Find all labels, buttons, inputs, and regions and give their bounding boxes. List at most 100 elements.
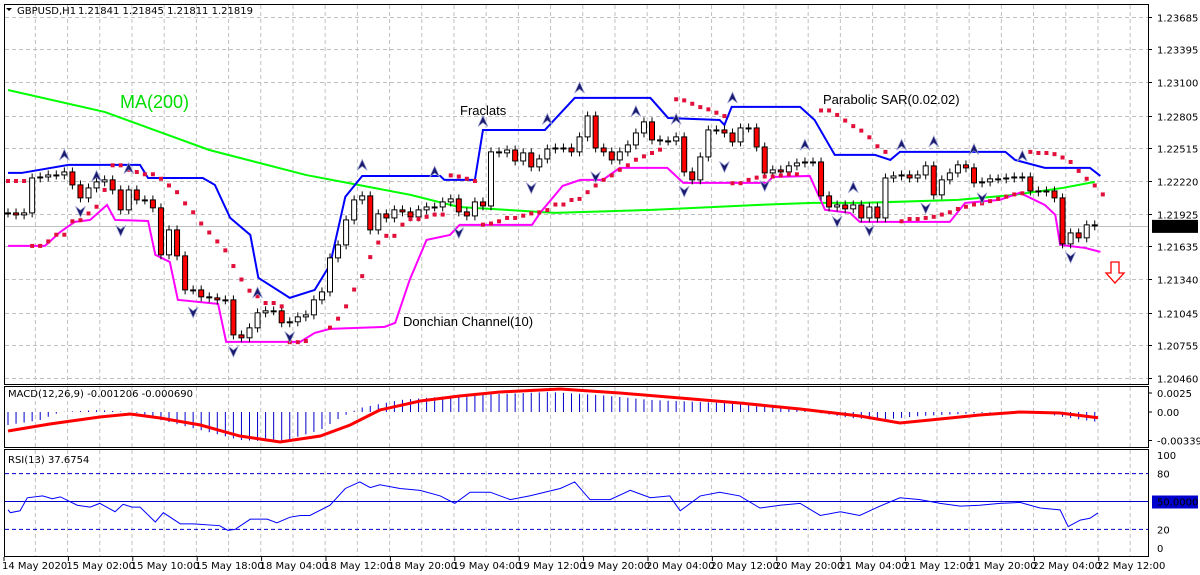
fractal-up-icon — [1016, 149, 1028, 162]
sar-dot — [134, 170, 139, 175]
bear-candle — [278, 310, 285, 324]
bear-candle — [214, 297, 221, 301]
bull-candle — [1019, 176, 1026, 179]
bull-candle — [270, 310, 277, 313]
sar-dot — [102, 187, 107, 192]
sar-dot — [336, 316, 341, 321]
bull-candle — [536, 158, 543, 168]
macd-label: MACD(12,26,9) -0.001206 -0.000690 — [8, 389, 193, 400]
sar-dot — [400, 222, 405, 227]
sar-dot — [271, 301, 276, 306]
sar-dot — [480, 222, 485, 227]
time-tick-label: 21 May 20:00 — [968, 561, 1037, 572]
sar-dot — [601, 177, 606, 182]
bear-candle — [455, 198, 462, 213]
bull-candle — [616, 151, 623, 161]
price-axis: 1.23685 1.23395 1.23100 1.22805 1.22515 1.222… — [1148, 14, 1200, 555]
sar-dot — [183, 201, 188, 206]
sar-dot — [464, 176, 469, 181]
sar-dot — [489, 221, 493, 226]
bear-candle — [496, 151, 503, 154]
ma-annotation: MA(200) — [120, 92, 189, 112]
bull-candle — [834, 204, 841, 208]
sar-dot — [561, 202, 566, 207]
fractal-down-icon — [831, 216, 843, 229]
rsi-level-tag — [1152, 495, 1198, 509]
fractal-up-icon — [928, 134, 940, 148]
bear-candle — [149, 199, 156, 209]
sar-dot — [722, 114, 727, 119]
sar-dot — [70, 219, 75, 224]
sar-dot — [690, 101, 695, 106]
rsi-label: RSI(13) 37.6754 — [8, 455, 89, 466]
bull-candle — [745, 127, 752, 130]
bull-candle — [890, 175, 897, 179]
bear-candle — [826, 195, 833, 208]
sar-dot — [931, 214, 936, 219]
bull-candle — [987, 178, 994, 183]
time-tick-label: 20 May 12:00 — [710, 561, 779, 572]
bear-candle — [874, 206, 881, 219]
macd-indicator — [7, 387, 1099, 444]
sar-dot — [947, 210, 952, 215]
chevron-down-icon[interactable] — [6, 8, 12, 11]
sar-dot — [529, 211, 534, 216]
sar-dot — [1084, 176, 1089, 181]
price-tick-label: 1.21045 — [1157, 310, 1198, 321]
ma200-path — [7, 89, 1095, 214]
bull-candle — [351, 199, 358, 221]
sar-dot — [215, 239, 220, 244]
time-tick-label: 20 May 20:00 — [775, 561, 844, 572]
bull-candle — [53, 174, 60, 177]
sar-dot — [6, 178, 10, 183]
bear-candle — [761, 146, 768, 174]
sar-dot — [907, 217, 912, 222]
sar-dot — [505, 215, 510, 220]
bear-candle — [479, 201, 486, 207]
sar-dot — [875, 144, 880, 149]
sar-dot — [996, 196, 1001, 201]
sar-dot — [263, 301, 268, 306]
bull-candle — [1003, 177, 1010, 180]
sar-dot — [440, 212, 445, 217]
donchian-lower-line — [8, 166, 1101, 343]
price-tick-label: 1.20460 — [1157, 375, 1198, 386]
sar-dot — [392, 233, 397, 238]
bull-candle — [375, 213, 382, 231]
bear-candle — [367, 195, 374, 231]
sar-dot — [963, 204, 968, 209]
sar-dot — [199, 221, 204, 226]
bull-candle — [810, 161, 816, 164]
sar-dot — [497, 219, 502, 224]
sar-dot — [972, 202, 976, 207]
bull-candle — [769, 169, 776, 174]
sar-dot — [472, 178, 477, 183]
grid — [5, 5, 1148, 556]
fractal-down-icon — [284, 331, 296, 344]
bull-candle — [1067, 232, 1074, 245]
sar-dot — [609, 173, 614, 178]
sar-dot — [658, 147, 663, 152]
sar-dot — [1012, 192, 1017, 197]
bull-candle — [21, 212, 28, 216]
rsi-pane-frame — [4, 449, 1149, 557]
bull-candle — [335, 244, 342, 259]
bear-candle — [230, 299, 237, 336]
bull-candle — [576, 136, 583, 153]
fractal-up-icon — [968, 142, 980, 155]
sar-dot — [416, 217, 421, 222]
bear-candle — [971, 167, 977, 184]
sar-dot — [650, 151, 654, 156]
bear-candle — [1027, 176, 1034, 192]
fractal-down-icon — [678, 185, 690, 198]
fractal-up-icon — [356, 158, 368, 171]
bull-candle — [190, 289, 197, 292]
fractal-down-icon — [187, 306, 199, 319]
sar-dot — [62, 232, 67, 237]
sar-dot — [344, 304, 349, 309]
bull-candle — [439, 201, 446, 208]
bull-candle — [584, 115, 591, 138]
bear-candle — [649, 121, 655, 141]
